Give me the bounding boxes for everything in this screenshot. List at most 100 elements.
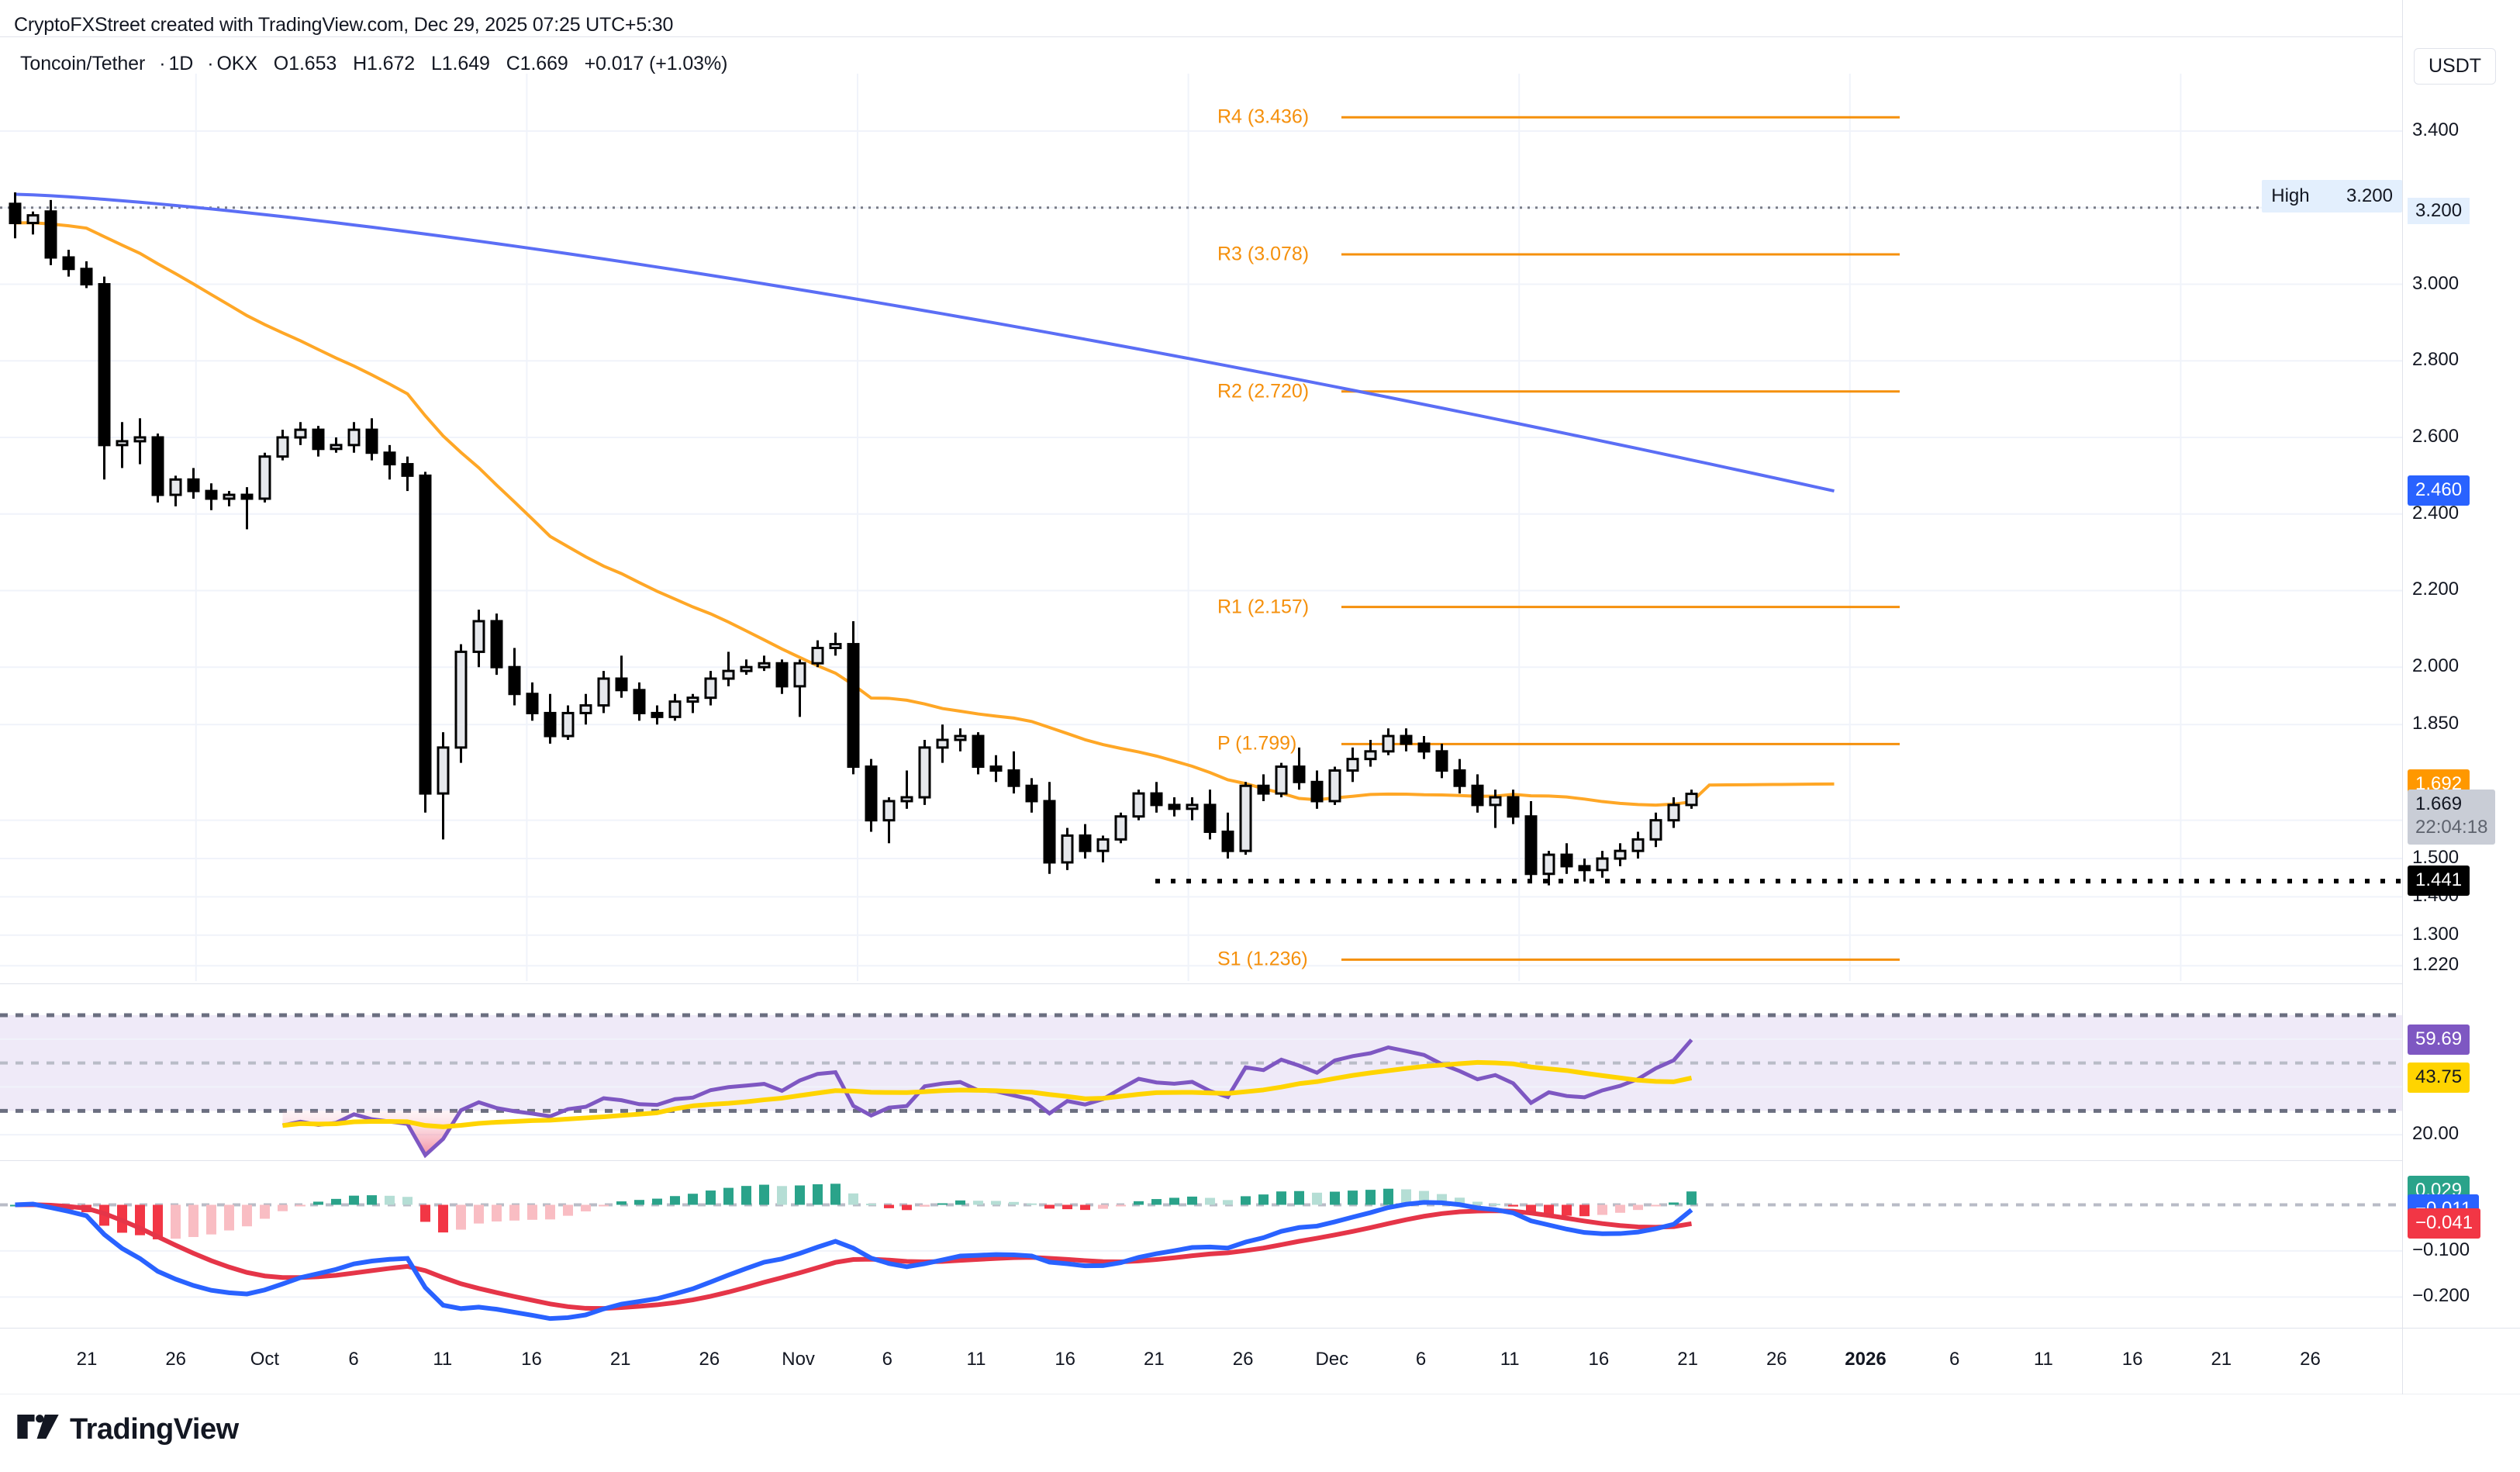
macd-histogram-bar — [1508, 1204, 1518, 1207]
candle — [1382, 728, 1395, 755]
candle-body — [1471, 784, 1484, 807]
high-marker-label: High — [2271, 185, 2310, 206]
macd-histogram-bar — [848, 1193, 858, 1205]
candle-body — [1239, 784, 1252, 852]
candle-body — [62, 256, 75, 271]
candle-body — [865, 765, 878, 822]
rsi-pane[interactable] — [0, 987, 2450, 1159]
time-tick-16: 16 — [2121, 1349, 2143, 1370]
price-tick-1.500: 1.500 — [2412, 847, 2460, 869]
currency-chip[interactable]: USDT — [2414, 48, 2497, 85]
candle — [116, 422, 129, 468]
macd-signal-badge[interactable]: −0.041 — [2408, 1208, 2481, 1239]
candle — [1364, 739, 1377, 767]
price-tick-3.400: 3.400 — [2412, 119, 2460, 141]
candle-body — [954, 734, 967, 741]
legend-interval: 1D — [168, 53, 194, 74]
candle — [1186, 797, 1199, 821]
legend-high: H1.672 — [353, 53, 416, 74]
candle — [223, 491, 236, 506]
macd-histogram-bar — [402, 1197, 413, 1205]
candle — [1400, 728, 1413, 752]
macd-histogram-bar — [670, 1196, 680, 1205]
candle-body — [1435, 750, 1448, 772]
price-axis[interactable]: USDT 3.400 3.200 3.000 2.800 2.600 2.400 2.200… — [2402, 0, 2520, 1373]
candle-body — [240, 493, 254, 500]
macd-histogram-bar — [509, 1204, 520, 1221]
rsi-ma-line — [282, 1059, 1693, 1129]
time-tick-21: 21 — [2211, 1349, 2232, 1370]
macd-histogram-bar — [420, 1204, 430, 1222]
support-badge[interactable]: 1.441 — [2408, 866, 2470, 897]
last-price-badge[interactable]: 1.669 22:04:18 — [2408, 789, 2496, 845]
candle — [597, 671, 610, 714]
macd-line — [15, 1200, 1693, 1322]
macd-histogram-bar — [456, 1204, 466, 1230]
candle-body — [312, 428, 325, 451]
candle — [989, 755, 1003, 783]
candle — [865, 758, 878, 832]
candle-body — [668, 700, 682, 718]
candle — [918, 739, 931, 805]
candle-body — [544, 711, 557, 738]
macd-histogram-bar — [1597, 1204, 1607, 1215]
candle-body — [1310, 780, 1324, 803]
rsi-plot[interactable] — [0, 987, 2450, 1159]
candle — [1221, 812, 1234, 859]
candle-body — [1186, 803, 1199, 810]
candle-body — [775, 662, 789, 688]
macd-signal-line — [15, 1202, 1692, 1311]
candle-body — [1417, 742, 1431, 753]
macd-histogram-bar — [1241, 1196, 1251, 1205]
candle-body — [651, 711, 664, 718]
macd-histogram-bar — [902, 1204, 912, 1211]
legend-close: C1.669 — [506, 53, 568, 74]
candle — [793, 659, 806, 717]
price-tick-1.220: 1.220 — [2412, 954, 2460, 976]
candle-body — [1346, 758, 1359, 772]
candle — [1275, 762, 1288, 798]
macd-histogram-bar — [955, 1200, 965, 1205]
macd-histogram-bar — [1223, 1200, 1233, 1205]
candle — [1346, 747, 1359, 783]
pivot-label-p: P (1.799) — [1217, 732, 1297, 755]
candle-body — [972, 734, 985, 769]
candle — [1007, 751, 1020, 794]
rsi-ma-value-badge[interactable]: 43.75 — [2408, 1062, 2470, 1093]
candle — [1489, 790, 1502, 828]
macd-histogram-bar — [295, 1204, 306, 1207]
rsi-value-badge[interactable]: 59.69 — [2408, 1024, 2470, 1055]
time-tick-6: 6 — [882, 1349, 892, 1370]
macd-histogram-bar — [1490, 1204, 1500, 1206]
candle — [829, 632, 842, 656]
ma-long-line — [15, 192, 1835, 493]
candle — [9, 192, 22, 239]
time-axis[interactable]: 21 26 Oct 6 11 16 21 26 Nov 6 11 16 21 26 Dec 6 11 16 21 26… — [0, 1328, 2520, 1394]
candle — [704, 671, 717, 706]
ma-short-line — [15, 221, 1835, 807]
candle — [205, 483, 218, 510]
time-tick-21: 21 — [1144, 1349, 1165, 1370]
price-plot[interactable] — [0, 74, 2450, 981]
candle — [1524, 800, 1538, 882]
candle — [758, 655, 771, 672]
macd-histogram-bar — [10, 1204, 20, 1207]
candle-body — [294, 428, 307, 439]
candle-body — [187, 478, 200, 492]
macd-histogram-bar — [1615, 1204, 1625, 1213]
candle-body — [758, 662, 771, 669]
candle — [490, 613, 503, 676]
candle-body — [793, 662, 806, 688]
candle — [651, 705, 664, 725]
macd-histogram-bar — [1330, 1191, 1340, 1205]
macd-histogram-bar — [224, 1204, 234, 1231]
macd-pane[interactable] — [0, 1163, 2450, 1325]
time-tick-16: 16 — [521, 1349, 542, 1370]
candle — [1328, 766, 1341, 805]
price-pane[interactable] — [0, 74, 2450, 981]
ma-long-badge[interactable]: 2.460 — [2408, 475, 2470, 506]
price-tick-2.600: 2.600 — [2412, 425, 2460, 447]
macd-histogram-bar — [527, 1204, 537, 1220]
macd-plot[interactable] — [0, 1163, 2450, 1325]
macd-histogram-bar — [1169, 1197, 1179, 1205]
